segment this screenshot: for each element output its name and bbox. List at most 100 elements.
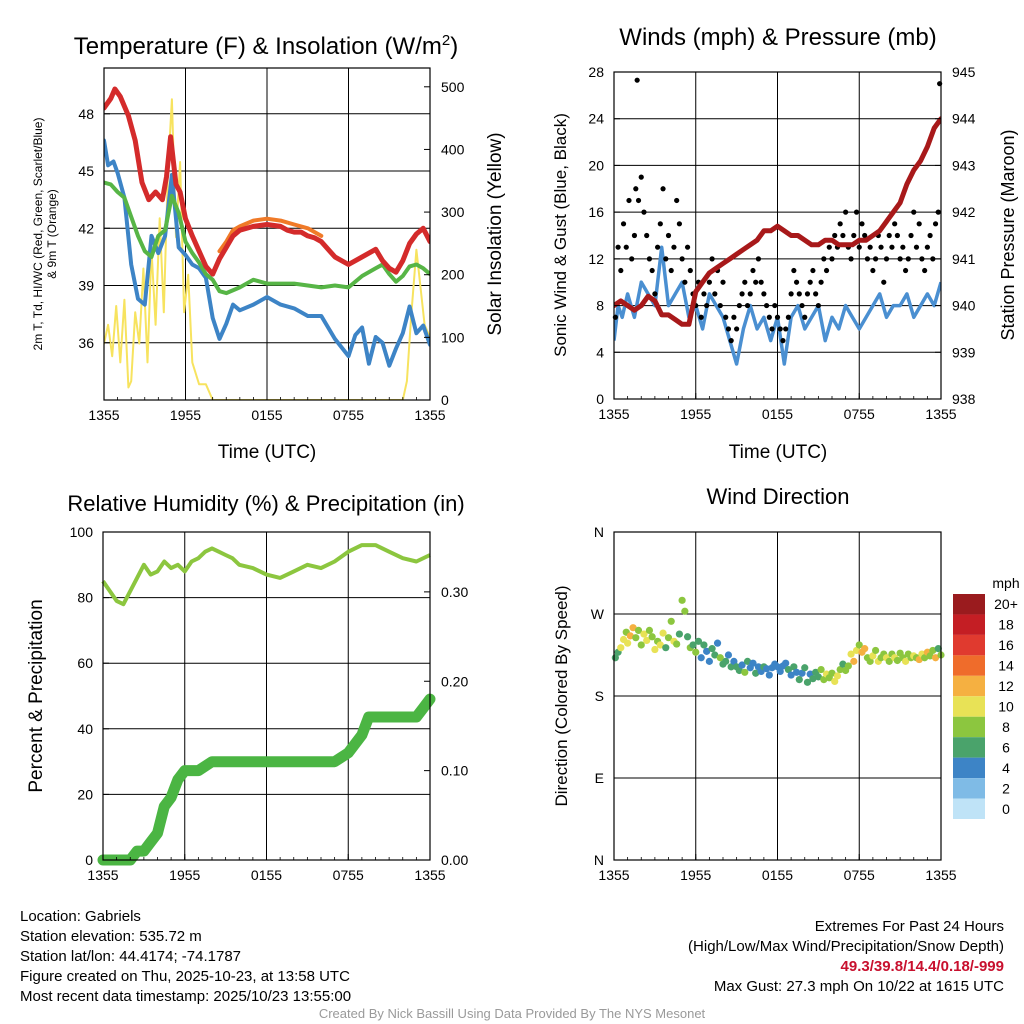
x-tick-label: 1355 [598,406,629,422]
winds-panel-title: Winds (mph) & Pressure (mb) [619,24,936,51]
y-tick-label: 12 [588,251,604,267]
temperature-x-label: Time (UTC) [218,442,317,463]
station-elevation: Station elevation: 535.72 m [20,928,202,945]
x-tick-label: 1955 [169,867,200,883]
wind-direction-point [787,671,795,679]
x-tick-label: 1355 [414,407,445,423]
temperature-y-label-line1: 2m T, Td, HI/WC (Red, Green, Scarlet/Blu… [31,118,45,351]
gust-point [641,209,647,215]
wind-direction-point [847,650,855,658]
station-location: Location: Gabriels [20,908,141,925]
wind-direction-point [667,617,675,625]
gust-point [873,256,879,262]
gust-point [701,291,707,297]
x-tick-label: 1355 [87,867,118,883]
speed-legend-label: 2 [1002,780,1010,796]
y2-tick-label: 942 [952,204,976,220]
y2-tick-label: 0 [441,392,449,408]
station-latlon: Station lat/lon: 44.4174; -74.1787 [20,948,242,965]
gust-point [796,291,802,297]
gust-point [638,174,644,180]
speed-legend-label: 8 [1002,719,1010,735]
gust-point [769,326,775,332]
wind-direction-point [626,632,634,640]
station-info: Location: Gabriels Station elevation: 53… [20,907,351,1007]
y-tick-label: 20 [588,157,604,173]
gust-point [897,256,903,262]
x-tick-label: 1355 [414,867,445,883]
gust-point [674,197,680,204]
y-tick-label: 0 [85,852,93,868]
gust-point [889,244,895,250]
wind-direction-point [795,676,803,684]
gust-point [644,232,650,239]
gust-point [927,232,933,239]
gust-point [736,302,742,309]
wind-direction-point [634,626,643,635]
speed-legend-label: 10 [998,699,1014,715]
speed-legend-label: 0 [1002,801,1010,817]
wind-direction-point [735,666,743,675]
gust-point [832,232,838,239]
extremes-values: 49.3/39.8/14.4/0.18/-999 [840,958,1004,975]
gust-point [753,279,759,285]
gust-point [826,244,832,250]
y2-tick-label: 944 [952,111,976,127]
gust-point [788,291,794,297]
gust-point [706,279,712,285]
gust-point [631,232,638,239]
y-tick-label: E [595,770,604,786]
gust-point [652,291,658,297]
speed-legend-swatch [953,594,985,615]
humidity-panel-title: Relative Humidity (%) & Precipitation (i… [67,491,464,516]
wind-direction-point [798,669,806,677]
gust-point [840,232,846,239]
speed-legend-swatch [953,696,985,717]
gust-point [864,256,871,262]
wind-direction-panel-title: Wind Direction [706,484,849,509]
y-tick-label: 48 [78,106,94,122]
gust-point [867,244,873,250]
wind-direction-point [689,641,697,649]
wind-direction-point [675,630,684,638]
wind-direction-point [722,657,730,665]
gust-point [679,256,685,262]
wind-direction-point [828,669,836,677]
x-tick-label: 1955 [170,407,201,423]
gust-point [815,302,821,309]
wind-direction-point [656,641,664,649]
wind-direction-point [866,657,874,665]
x-tick-label: 0155 [251,407,282,423]
y2-tick-label: 939 [952,344,976,360]
speed-legend-swatch [953,737,985,758]
gust-point [924,244,930,250]
series-line-dewpoint [104,180,430,296]
wind-direction-point [850,657,858,665]
gust-point [777,326,783,332]
series-line-relative-humidity [101,543,431,607]
gust-point [785,314,792,320]
wind-direction-point [727,663,735,671]
series-line-precipitation [97,693,436,866]
wind-direction-point [651,645,659,654]
wind-direction-point [833,672,842,680]
wind-direction-point [643,636,651,645]
speed-legend-label: 12 [998,678,1014,694]
gust-point [731,314,737,320]
gust-point [698,314,704,320]
gust-point [758,279,764,285]
wind-direction-point [782,659,790,667]
y-tick-label: N [594,852,604,868]
y-tick-label: N [594,524,604,540]
y-tick-label: 24 [588,111,604,127]
wind-direction-point [836,665,844,674]
gust-point [783,326,789,332]
gust-point [712,291,718,297]
x-tick-label: 0155 [762,406,793,422]
gust-point [728,338,734,344]
wind-direction-point [716,654,724,662]
x-tick-label: 1955 [680,867,711,883]
gust-point [862,232,868,239]
most-recent-data: Most recent data timestamp: 2025/10/23 1… [20,988,352,1005]
temperature-y2-label: Solar Insolation (Yellow) [485,132,506,335]
